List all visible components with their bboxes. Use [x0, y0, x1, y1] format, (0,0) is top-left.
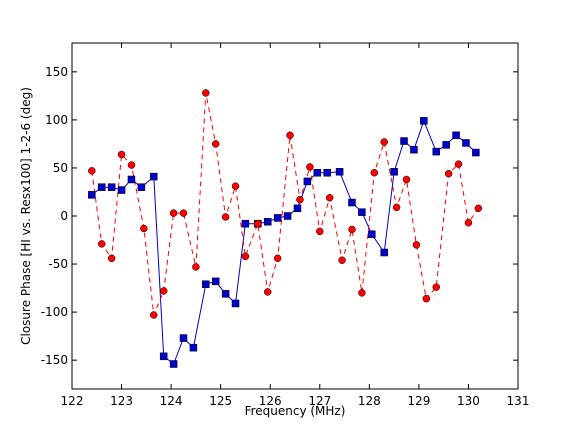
- x-tick-label: 124: [160, 394, 183, 408]
- series-1-point: [462, 139, 470, 147]
- series-2-point: [338, 256, 346, 264]
- series-2-point: [107, 254, 116, 263]
- series-1-point: [169, 360, 178, 368]
- series-1-point: [432, 147, 440, 156]
- series-2-point: [150, 311, 158, 319]
- x-tick-label: 131: [507, 394, 530, 408]
- y-tick-label: 100: [45, 113, 68, 127]
- series-1-point: [97, 183, 106, 191]
- series-2-point: [97, 240, 106, 248]
- series-1-point: [442, 141, 450, 149]
- series-1-point: [303, 177, 312, 186]
- series-2-point: [454, 160, 463, 168]
- series-1-point: [410, 145, 418, 154]
- series-1-point: [117, 186, 126, 194]
- series-2-point: [140, 224, 148, 233]
- series-2-point: [358, 289, 366, 297]
- y-tick-label: -50: [48, 257, 68, 271]
- y-tick-label: 0: [60, 209, 68, 223]
- series-1-point: [390, 168, 398, 176]
- series-markers: [88, 89, 483, 368]
- series-1-point: [179, 334, 188, 342]
- series-2-point: [464, 218, 473, 227]
- series-2-point: [273, 254, 282, 263]
- x-tick-label: 127: [308, 394, 331, 408]
- series-2-point: [348, 225, 356, 234]
- series-1-point: [202, 280, 210, 288]
- series-2-point: [254, 219, 262, 228]
- series-2-point: [211, 140, 220, 148]
- x-tick-label: 128: [358, 394, 381, 408]
- y-tick-label: 150: [45, 65, 68, 79]
- x-tick-label: 130: [457, 394, 480, 408]
- series-1-point: [137, 183, 146, 191]
- series-1-point: [211, 277, 220, 286]
- series-2-point: [231, 182, 240, 190]
- series-2-point: [432, 283, 440, 291]
- series-1-point: [88, 191, 96, 199]
- series-2-point: [117, 150, 126, 159]
- series-2-point: [325, 193, 334, 202]
- series-2-point: [296, 195, 304, 204]
- series-2-point: [202, 89, 210, 97]
- series-1-point: [159, 352, 168, 361]
- x-tick-label: 126: [259, 394, 282, 408]
- series-2-point: [221, 213, 230, 221]
- series-1-point: [358, 208, 366, 216]
- plot-background: [72, 43, 518, 389]
- series-2-point: [169, 209, 178, 217]
- series-2-point: [380, 138, 388, 146]
- series-1-point: [189, 343, 198, 352]
- series-1-point: [263, 218, 272, 226]
- series-1-point: [368, 230, 376, 239]
- axis-ticks: 122 123 124 125 126 127 128 129 130 131 -150 -100 -5…: [41, 43, 530, 408]
- y-axis-label: Closure Phase [HI vs. Resx100] 1-2-6 (de…: [19, 87, 33, 345]
- series-1-point: [221, 290, 230, 298]
- series-2-point: [402, 175, 411, 184]
- y-tick-label: -100: [41, 305, 68, 319]
- series-2-line: [91, 92, 479, 316]
- series-1-point: [348, 198, 356, 207]
- x-tick-label: 122: [61, 394, 84, 408]
- series-2-point: [263, 288, 272, 296]
- series-1-point: [452, 131, 460, 140]
- series-1-point: [231, 299, 240, 308]
- x-axis-label: Frequency (MHz): [245, 404, 346, 418]
- series-2-point: [241, 252, 250, 261]
- series-2-point: [412, 241, 421, 249]
- series-2-point: [306, 163, 314, 171]
- series-1-point: [472, 148, 480, 157]
- y-tick-label: -150: [41, 353, 68, 367]
- series-2-point: [316, 227, 324, 236]
- x-tick-label: 123: [110, 394, 133, 408]
- series-2-point: [192, 263, 200, 271]
- series-2-point: [392, 203, 401, 212]
- x-tick-label: 125: [209, 394, 232, 408]
- series-1-point: [127, 175, 136, 184]
- series-1-point: [380, 248, 388, 257]
- series-2-point: [444, 169, 453, 178]
- series-2-point: [422, 294, 431, 303]
- series-1-point: [400, 137, 408, 145]
- series-1-point: [293, 204, 302, 213]
- series-2-point: [370, 169, 379, 177]
- series-1-point: [150, 172, 158, 181]
- series-1-point: [241, 219, 250, 228]
- series-2-point: [286, 131, 294, 140]
- series-1-point: [107, 183, 116, 191]
- series-1-point: [335, 168, 344, 176]
- series-2-point: [127, 161, 136, 169]
- series-1-point: [273, 214, 282, 222]
- series-1-point: [420, 117, 428, 125]
- y-tick-label: 50: [53, 161, 68, 175]
- series-2-point: [88, 167, 96, 175]
- series-1-point: [323, 169, 331, 177]
- series-2-point: [179, 209, 188, 217]
- x-tick-label: 129: [407, 394, 430, 408]
- series-2-point: [159, 287, 168, 295]
- series-1-point: [313, 169, 322, 177]
- series-1-point: [283, 212, 292, 220]
- series-2-point: [474, 204, 483, 213]
